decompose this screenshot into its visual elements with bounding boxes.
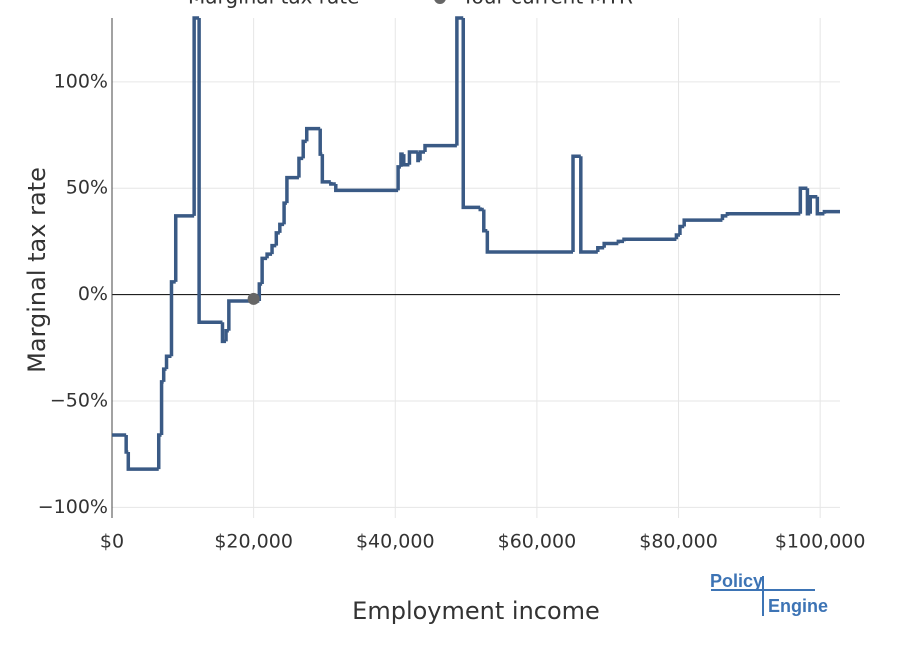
step-line xyxy=(822,209,840,214)
step-line xyxy=(596,246,605,253)
y-tick-label: 100% xyxy=(54,70,108,92)
step-line xyxy=(402,154,410,167)
step-line xyxy=(579,156,598,254)
y-tick-label: −100% xyxy=(38,496,108,518)
step-line xyxy=(297,156,304,178)
step-line xyxy=(571,154,581,253)
logo-text: Policy xyxy=(710,571,763,591)
step-line xyxy=(318,128,323,156)
step-line xyxy=(455,16,464,146)
step-line xyxy=(320,154,331,184)
step-line xyxy=(285,175,299,204)
current-marker xyxy=(247,292,260,305)
step-line xyxy=(329,181,336,186)
legend-swatch xyxy=(434,0,446,4)
step-line xyxy=(602,241,619,248)
x-tick-label: $80,000 xyxy=(639,531,718,553)
step-line xyxy=(725,211,801,216)
step-line xyxy=(482,209,488,233)
legend-label: Your current MTR xyxy=(461,0,633,9)
x-tick-label: $100,000 xyxy=(775,531,866,553)
step-line xyxy=(815,196,825,216)
step-line xyxy=(478,207,484,212)
step-line xyxy=(278,222,285,233)
step-line xyxy=(169,280,176,357)
step-line xyxy=(301,139,307,159)
step-line xyxy=(798,186,808,214)
step-line xyxy=(423,143,457,153)
step-line xyxy=(461,18,481,210)
step-line xyxy=(418,150,426,161)
x-axis-title: Employment income xyxy=(352,597,600,625)
x-tick-label: $40,000 xyxy=(356,531,435,553)
y-tick-label: 0% xyxy=(78,283,108,305)
step-line xyxy=(396,165,401,191)
step-line xyxy=(270,243,277,255)
legend-label: Marginal tax rate xyxy=(188,0,359,9)
step-line xyxy=(265,252,273,259)
step-line xyxy=(720,214,728,221)
step-line xyxy=(485,230,574,254)
step-line xyxy=(164,354,172,370)
y-tick-label: −50% xyxy=(50,389,108,411)
logo-text: Engine xyxy=(768,596,828,616)
step-line xyxy=(257,282,263,301)
step-line xyxy=(156,433,162,470)
y-tick-label: 50% xyxy=(66,177,108,199)
step-line xyxy=(808,194,818,214)
step-line xyxy=(282,201,287,225)
step-line xyxy=(622,237,677,242)
step-line xyxy=(678,224,685,236)
step-line xyxy=(159,380,164,436)
step-line xyxy=(227,299,260,331)
step-line xyxy=(304,126,321,142)
step-line xyxy=(274,231,280,246)
step-line xyxy=(682,218,723,227)
x-tick-label: $20,000 xyxy=(214,531,293,553)
x-tick-label: $60,000 xyxy=(498,531,577,553)
step-line xyxy=(399,152,404,167)
step-line xyxy=(407,150,418,165)
step-line xyxy=(124,435,129,454)
y-axis-title: Marginal tax rate xyxy=(23,167,51,373)
x-tick-label: $0 xyxy=(100,531,124,553)
step-line xyxy=(805,188,811,216)
step-line xyxy=(161,367,167,382)
step-line xyxy=(197,18,223,325)
step-line xyxy=(260,256,268,284)
step-line xyxy=(126,452,159,471)
step-line xyxy=(616,239,625,244)
step-line xyxy=(224,329,229,342)
step-line xyxy=(173,214,195,282)
step-line xyxy=(334,183,399,193)
